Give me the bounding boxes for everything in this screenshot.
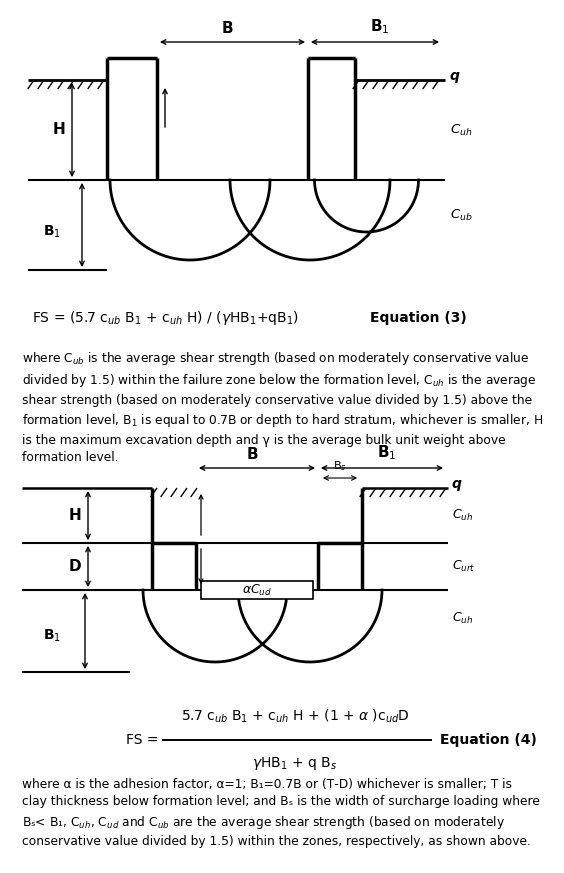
Text: $C_{ub}$: $C_{ub}$ [450,208,473,223]
FancyBboxPatch shape [201,581,313,599]
Text: H: H [68,508,81,523]
Text: B: B [222,21,233,36]
Text: D: D [68,559,81,574]
Text: $\alpha C_{ud}$: $\alpha C_{ud}$ [242,582,272,597]
Text: q: q [450,69,460,83]
Text: B$_1$: B$_1$ [43,628,61,644]
Text: $C_{urt}$: $C_{urt}$ [452,559,475,574]
Text: H: H [52,122,65,138]
Text: where C$_{ub}$ is the average shear strength (based on moderately conservative v: where C$_{ub}$ is the average shear stre… [22,350,543,464]
Text: B$_1$: B$_1$ [377,443,396,462]
Text: $C_{uh}$: $C_{uh}$ [450,122,473,138]
Text: 5.7 c$_{ub}$ B$_1$ + c$_{uh}$ H + (1 + $\alpha$ )c$_{ud}$D: 5.7 c$_{ub}$ B$_1$ + c$_{uh}$ H + (1 + $… [180,708,409,725]
Text: B$_s$: B$_s$ [333,459,347,473]
Text: Equation (4): Equation (4) [440,733,537,747]
Text: B$_1$: B$_1$ [43,223,61,240]
Text: FS =: FS = [126,733,158,747]
Text: B$_1$: B$_1$ [370,17,390,36]
Text: $\gamma$HB$_1$ + q B$_s$: $\gamma$HB$_1$ + q B$_s$ [253,755,337,772]
Text: q: q [452,477,462,491]
Text: $C_{uh}$: $C_{uh}$ [452,610,473,626]
Text: Equation (3): Equation (3) [370,311,467,325]
Text: B: B [246,447,258,462]
Text: where α is the adhesion factor, α=1; B₁=0.7B or (T‐D) whichever is smaller; T is: where α is the adhesion factor, α=1; B₁=… [22,778,540,849]
Text: FS = (5.7 c$_{ub}$ B$_1$ + c$_{uh}$ H) / ($\gamma$HB$_1$+qB$_1$): FS = (5.7 c$_{ub}$ B$_1$ + c$_{uh}$ H) /… [32,309,298,327]
Text: $C_{uh}$: $C_{uh}$ [452,508,473,523]
